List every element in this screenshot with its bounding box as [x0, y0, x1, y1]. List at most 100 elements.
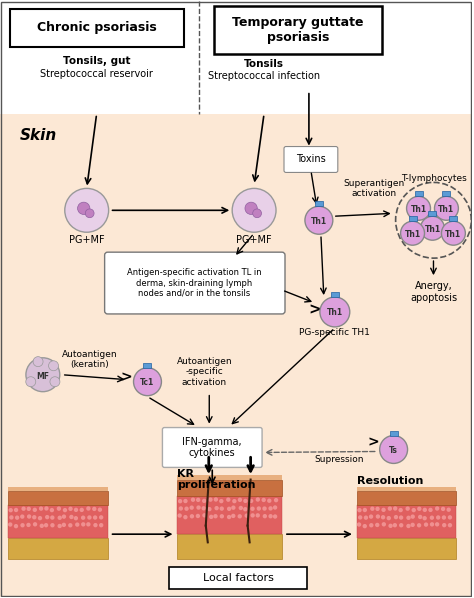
- Circle shape: [381, 515, 385, 520]
- Circle shape: [392, 523, 397, 527]
- Circle shape: [268, 514, 273, 518]
- Circle shape: [93, 515, 97, 520]
- Circle shape: [357, 522, 361, 527]
- Circle shape: [442, 523, 447, 527]
- Circle shape: [8, 522, 12, 527]
- Text: Th1: Th1: [410, 205, 427, 214]
- Circle shape: [245, 514, 249, 518]
- Text: Tonsils, gut: Tonsils, gut: [63, 56, 130, 66]
- Circle shape: [448, 523, 452, 527]
- Bar: [177, 480, 282, 496]
- Circle shape: [435, 507, 439, 511]
- Circle shape: [411, 508, 416, 512]
- Text: Toxins: Toxins: [296, 154, 326, 164]
- Circle shape: [191, 498, 195, 502]
- Text: >: >: [368, 435, 380, 450]
- Circle shape: [231, 514, 236, 518]
- Bar: [8, 487, 108, 491]
- Circle shape: [21, 507, 26, 511]
- Circle shape: [441, 221, 465, 245]
- Text: Temporary guttate
psoriasis: Temporary guttate psoriasis: [232, 16, 364, 44]
- Circle shape: [57, 507, 61, 511]
- Circle shape: [33, 356, 43, 367]
- FancyBboxPatch shape: [284, 147, 338, 172]
- Circle shape: [267, 499, 272, 503]
- Circle shape: [65, 188, 109, 232]
- Circle shape: [38, 516, 42, 520]
- Circle shape: [48, 361, 58, 371]
- Circle shape: [92, 507, 97, 511]
- Circle shape: [388, 507, 392, 511]
- Text: Streptococcal infection: Streptococcal infection: [208, 71, 320, 81]
- Circle shape: [358, 515, 363, 520]
- Circle shape: [219, 507, 224, 511]
- Circle shape: [62, 514, 66, 519]
- Circle shape: [376, 514, 380, 518]
- Bar: [10, 9, 184, 47]
- Circle shape: [98, 508, 102, 512]
- Circle shape: [50, 515, 55, 520]
- FancyBboxPatch shape: [163, 428, 262, 468]
- Circle shape: [32, 515, 36, 520]
- Circle shape: [219, 514, 224, 518]
- Circle shape: [213, 514, 218, 518]
- Text: Th1: Th1: [404, 230, 420, 239]
- Circle shape: [417, 507, 421, 511]
- Circle shape: [441, 507, 445, 511]
- Text: Th1: Th1: [311, 216, 327, 226]
- Circle shape: [219, 499, 223, 504]
- Circle shape: [232, 188, 276, 232]
- Bar: [0, 114, 472, 597]
- Circle shape: [57, 515, 62, 520]
- Text: Th1: Th1: [327, 309, 343, 318]
- Bar: [390, 431, 398, 435]
- Bar: [331, 292, 339, 297]
- Circle shape: [399, 508, 403, 512]
- Circle shape: [177, 513, 182, 518]
- Circle shape: [420, 216, 445, 240]
- Circle shape: [214, 506, 219, 510]
- Bar: [357, 487, 456, 491]
- Text: IFN-gamma,
cytokines: IFN-gamma, cytokines: [182, 437, 242, 458]
- Circle shape: [382, 508, 386, 512]
- Circle shape: [399, 515, 403, 520]
- Circle shape: [380, 435, 408, 463]
- Circle shape: [262, 507, 267, 511]
- Circle shape: [9, 508, 13, 512]
- Circle shape: [44, 507, 49, 511]
- Bar: [8, 538, 108, 559]
- Text: Antigen-specific activation TL in
derma, skin-draining lymph
nodes and/or in the: Antigen-specific activation TL in derma,…: [127, 268, 262, 298]
- Circle shape: [26, 358, 60, 392]
- Circle shape: [202, 499, 206, 503]
- Circle shape: [208, 498, 213, 502]
- Circle shape: [57, 524, 62, 528]
- Circle shape: [190, 514, 194, 518]
- Circle shape: [442, 515, 446, 520]
- Circle shape: [134, 368, 162, 396]
- Circle shape: [375, 523, 380, 527]
- Circle shape: [201, 506, 206, 511]
- Circle shape: [423, 508, 427, 512]
- Circle shape: [320, 297, 350, 327]
- Circle shape: [424, 523, 428, 527]
- Circle shape: [39, 507, 43, 511]
- Circle shape: [243, 499, 247, 503]
- Circle shape: [363, 524, 367, 529]
- Text: Anergy,
apoptosis: Anergy, apoptosis: [410, 281, 457, 303]
- Text: Th1: Th1: [438, 205, 455, 214]
- Circle shape: [274, 498, 278, 502]
- Circle shape: [196, 514, 200, 518]
- Circle shape: [196, 498, 201, 502]
- Bar: [442, 191, 450, 196]
- Bar: [357, 538, 456, 559]
- Bar: [415, 191, 422, 196]
- Circle shape: [33, 522, 37, 526]
- Circle shape: [63, 508, 67, 512]
- Circle shape: [81, 522, 85, 527]
- Circle shape: [93, 523, 98, 527]
- Circle shape: [27, 507, 31, 511]
- Circle shape: [382, 522, 386, 526]
- Circle shape: [250, 507, 255, 511]
- Circle shape: [14, 508, 18, 512]
- Circle shape: [214, 498, 218, 502]
